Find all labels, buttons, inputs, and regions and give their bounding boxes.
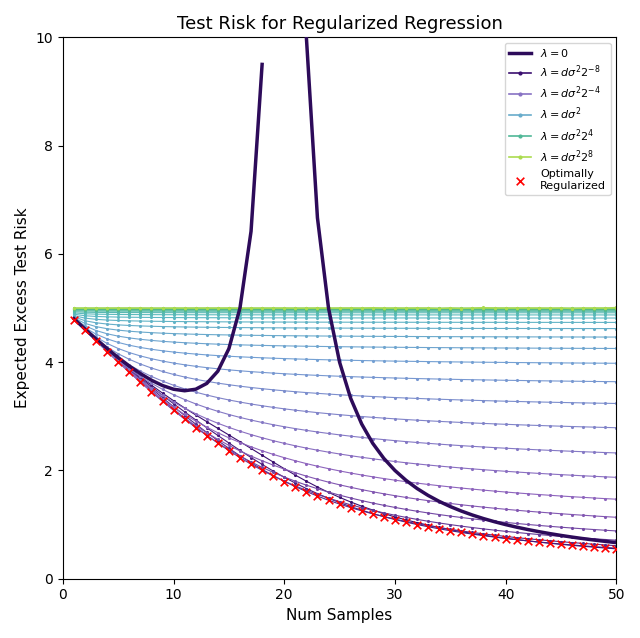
Optimally
Regularized [80,325,90,336]
Optimally
Regularized [511,535,522,545]
$\lambda = 0$ [115,354,122,362]
$\lambda = 0$ [81,325,89,333]
Optimally
Regularized [456,528,467,538]
$\lambda = 0$ [92,335,100,343]
X-axis label: Num Samples: Num Samples [287,608,393,623]
$\lambda = 0$ [170,385,177,393]
Optimally
Regularized [500,533,511,544]
Optimally
Regularized [346,503,356,513]
Optimally
Regularized [578,541,588,551]
Optimally
Regularized [490,532,500,542]
Optimally
Regularized [367,509,378,519]
Optimally
Regularized [523,536,533,546]
Optimally
Regularized [390,515,400,525]
Optimally
Regularized [290,482,300,492]
$\lambda = 0$ [192,385,200,393]
Optimally
Regularized [257,465,268,475]
Optimally
Regularized [423,522,433,532]
Optimally
Regularized [434,524,444,534]
$\lambda = 0$ [247,228,255,235]
Optimally
Regularized [235,452,245,463]
Optimally
Regularized [113,357,124,367]
Optimally
Regularized [147,387,157,397]
Optimally
Regularized [589,542,599,553]
Optimally
Regularized [191,422,201,433]
Optimally
Regularized [412,519,422,530]
$\lambda = 0$ [259,61,266,68]
$\lambda = 0$ [159,382,166,389]
Optimally
Regularized [102,346,112,357]
Optimally
Regularized [301,487,312,497]
$\lambda = 0$ [148,376,156,384]
Optimally
Regularized [268,471,278,482]
Optimally
Regularized [124,367,134,378]
Optimally
Regularized [567,540,577,551]
Optimally
Regularized [467,529,477,539]
Optimally
Regularized [212,438,223,449]
Optimally
Regularized [401,517,411,528]
Optimally
Regularized [335,499,345,509]
Optimally
Regularized [356,506,367,516]
$\lambda = 0$ [236,304,244,312]
$\lambda = 0$ [103,345,111,352]
Legend: $\lambda = 0$, $\lambda = d\sigma^2 2^{-8}$, $\lambda = d\sigma^2 2^{-4}$, $\lam: $\lambda = 0$, $\lambda = d\sigma^2 2^{-… [505,43,611,195]
$\lambda = 0$ [203,380,211,387]
Optimally
Regularized [556,539,566,549]
Optimally
Regularized [168,405,179,415]
$\lambda = 0$ [180,387,188,394]
$\lambda = 0$ [125,362,133,370]
Optimally
Regularized [323,495,333,505]
$\lambda = 0$ [214,367,221,375]
Optimally
Regularized [69,315,79,325]
Optimally
Regularized [478,531,488,541]
Optimally
Regularized [179,414,189,424]
Optimally
Regularized [545,538,555,549]
Y-axis label: Expected Excess Test Risk: Expected Excess Test Risk [15,208,30,408]
Optimally
Regularized [600,543,611,553]
Optimally
Regularized [445,526,456,536]
Optimally
Regularized [135,377,145,387]
Line: $\lambda = 0$: $\lambda = 0$ [74,64,262,390]
$\lambda = 0$ [70,315,78,323]
Optimally
Regularized [246,459,256,470]
Optimally
Regularized [312,491,323,501]
Optimally
Regularized [611,544,621,554]
$\lambda = 0$ [136,370,144,378]
$\lambda = 0$ [225,345,233,352]
Optimally
Regularized [279,477,289,487]
Optimally
Regularized [91,336,101,346]
Optimally
Regularized [379,512,389,522]
Optimally
Regularized [202,431,212,441]
Optimally
Regularized [224,445,234,456]
Title: Test Risk for Regularized Regression: Test Risk for Regularized Regression [177,15,502,33]
Optimally
Regularized [534,537,544,547]
Optimally
Regularized [157,396,168,406]
